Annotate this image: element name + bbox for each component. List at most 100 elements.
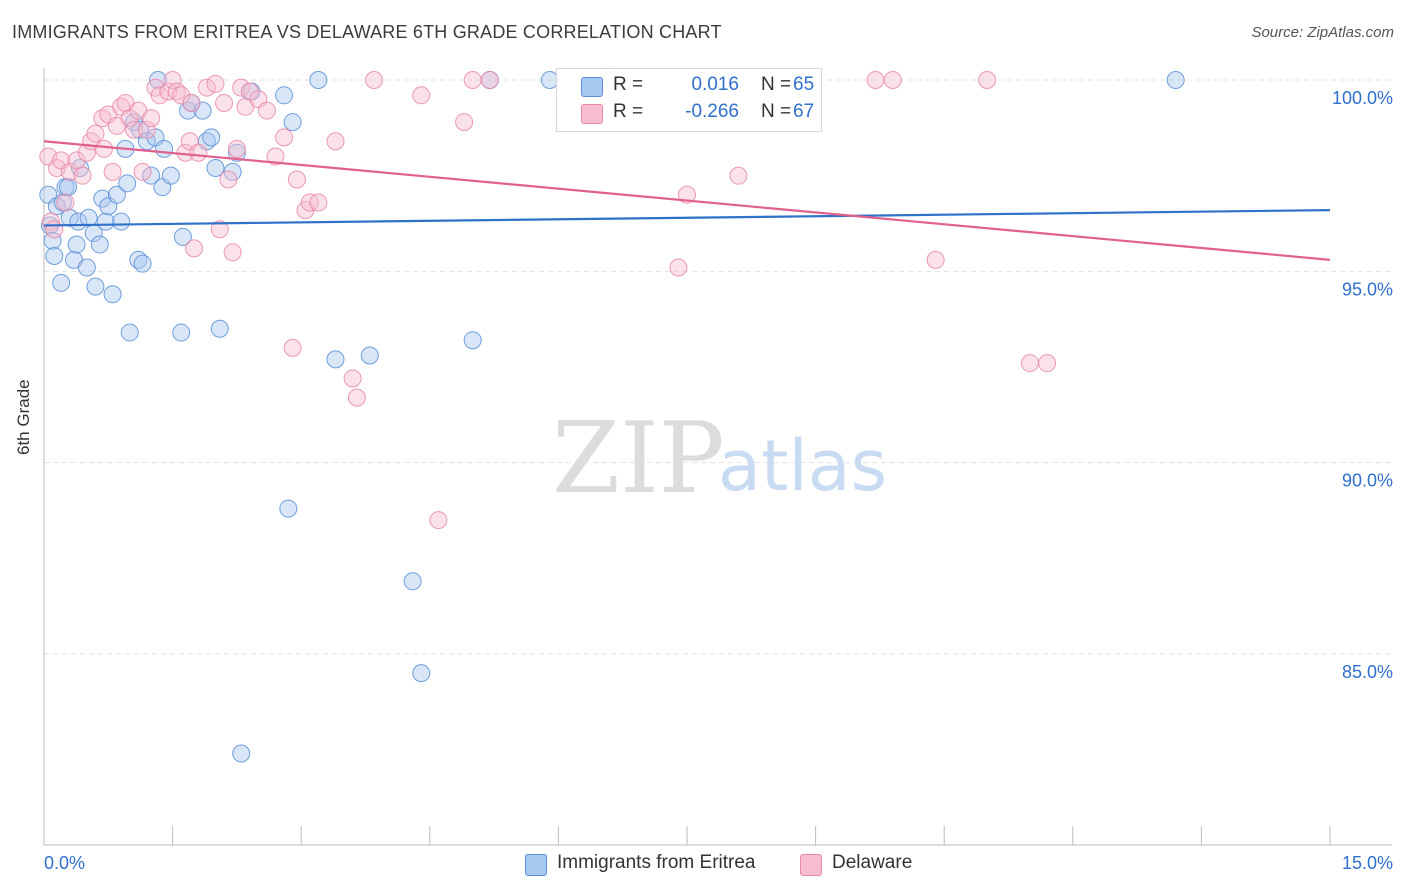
data-point-eritrea [412,664,431,683]
trend-line-eritrea [43,209,1331,227]
data-point-delaware [1038,354,1057,373]
legend-item-label: Delaware [832,852,913,873]
data-point-eritrea [283,113,302,132]
bottom-legend: Immigrants from Eritrea Delaware [0,851,1406,879]
data-point-delaware [347,388,366,407]
data-point-delaware [189,143,208,162]
legend-item-label: Immigrants from Eritrea [557,852,756,873]
data-point-delaware [257,101,276,120]
data-point-delaware [283,338,302,357]
data-point-eritrea [96,212,115,231]
legend-r-value: -0.266 [685,101,739,122]
y-tick-label: 100.0% [1332,88,1393,108]
data-point-eritrea [77,258,96,277]
data-point-delaware [223,243,242,262]
legend-swatch-blue [581,77,603,97]
legend-n-value: 65 [793,74,815,95]
data-point-delaware [883,71,902,89]
data-point-eritrea [206,159,225,178]
legend-swatch-blue [525,854,547,876]
chart-title: IMMIGRANTS FROM ERITREA VS DELAWARE 6TH … [12,22,722,42]
data-point-delaware [232,78,251,97]
legend-r-value: 0.016 [691,74,739,95]
watermark-atlas: atlas [718,425,887,507]
data-point-eritrea [43,231,62,250]
data-point-delaware [137,120,156,139]
data-point-delaware [86,124,105,143]
data-point-delaware [729,166,748,185]
data-point-delaware [45,220,64,239]
data-point-delaware [463,71,482,89]
data-point-eritrea [161,166,180,185]
data-point-eritrea [309,71,328,89]
data-point-eritrea [227,143,246,162]
data-point-delaware [103,162,122,181]
legend-n-label: N = [761,74,792,95]
x-tick-label-max: 15.0% [1342,853,1393,873]
y-tick-label: 85.0% [1342,662,1393,682]
data-point-delaware [95,139,114,158]
watermark-zip: ZIP [552,402,725,516]
data-point-delaware [669,258,688,277]
data-point-eritrea [326,350,345,369]
data-point-eritrea [1166,71,1185,89]
data-point-delaware [326,132,345,151]
data-point-eritrea [155,139,174,158]
data-point-delaware [926,250,945,269]
data-point-delaware [480,71,499,89]
data-point-eritrea [202,128,221,147]
data-point-delaware [343,369,362,388]
data-point-delaware [67,151,86,170]
watermark: ZIP atlas [552,402,887,516]
data-point-eritrea [131,120,150,139]
stats-legend: R = 0.016 N = 65 R = -0.266 N = 67 [556,68,822,132]
data-point-delaware [215,93,234,112]
data-point-delaware [125,120,144,139]
legend-r-label: R = [613,74,644,95]
y-tick-label: 95.0% [1342,279,1393,299]
data-point-delaware [56,193,75,212]
axes [43,68,1392,846]
data-point-eritrea [118,174,137,193]
data-point-delaware [227,139,246,158]
data-point-delaware [73,166,92,185]
data-point-eritrea [279,499,298,518]
legend-swatch-pink [800,854,822,876]
data-point-eritrea [59,178,78,197]
data-point-delaware [455,113,474,132]
data-point-eritrea [142,166,161,185]
data-point-delaware [275,128,294,147]
data-point-eritrea [90,235,109,254]
source-label: Source: ZipAtlas.com [1251,24,1394,41]
data-point-delaware [142,109,161,128]
data-point-delaware [266,147,285,166]
data-point-delaware [133,162,152,181]
x-tick-label-min: 0.0% [44,853,85,873]
legend-r-label: R = [613,101,644,122]
data-point-eritrea [107,185,126,204]
data-point-eritrea [67,235,86,254]
y-tick-labels: 85.0% 90.0% 95.0% 100.0% [1332,88,1393,682]
data-point-delaware [163,71,182,89]
data-point-delaware [185,239,204,258]
data-point-eritrea [210,319,229,338]
data-point-eritrea [172,323,191,342]
data-point-delaware [206,74,225,93]
data-point-delaware [197,78,216,97]
grid-lines [44,79,1392,655]
data-point-eritrea [103,285,122,304]
data-point-eritrea [45,247,64,266]
data-point-delaware [219,170,238,189]
data-point-eritrea [112,212,131,231]
data-point-eritrea [133,254,152,273]
data-point-eritrea [275,86,294,105]
data-point-eritrea [173,227,192,246]
data-point-eritrea [463,331,482,350]
series-delaware-points [39,71,1057,530]
data-point-delaware [978,71,997,89]
data-point-delaware [1020,354,1039,373]
x-tick-labels: 0.0% 15.0% [44,853,1393,873]
data-point-delaware [287,170,306,189]
data-point-eritrea [360,346,379,365]
